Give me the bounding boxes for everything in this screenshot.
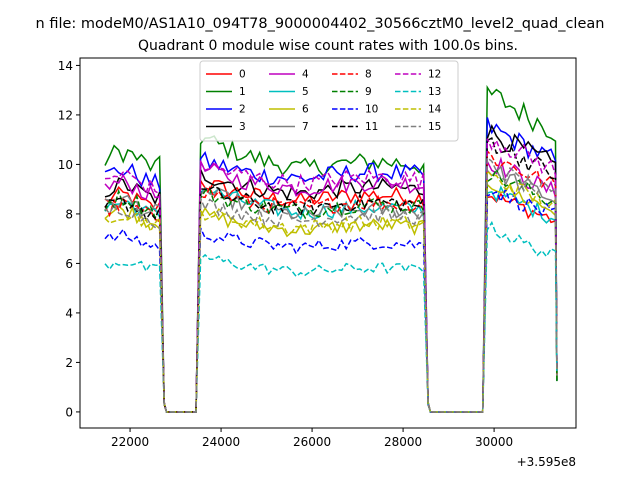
legend-label-8: 8: [365, 69, 372, 81]
y-tick-label: 2: [65, 356, 73, 370]
y-tick-label: 12: [58, 108, 73, 122]
y-tick-label: 14: [58, 59, 73, 73]
legend-label-4: 4: [302, 69, 309, 81]
legend-label-6: 6: [302, 104, 309, 116]
chart-title: Quadrant 0 module wise count rates with …: [138, 38, 518, 54]
legend-label-11: 11: [365, 121, 378, 133]
legend-label-12: 12: [428, 69, 441, 81]
y-tick-label: 6: [65, 257, 73, 271]
legend-label-15: 15: [428, 121, 441, 133]
legend-label-1: 1: [239, 86, 246, 98]
legend-label-7: 7: [302, 121, 309, 133]
legend-label-2: 2: [239, 104, 246, 116]
legend-label-0: 0: [239, 69, 246, 81]
series-lines: [104, 84, 558, 413]
x-tick-label: 24000: [202, 435, 240, 449]
figure-suptitle: n file: modeM0/AS1A10_094T78_9000004402_…: [36, 16, 605, 32]
legend-label-5: 5: [302, 86, 309, 98]
x-tick-label: 26000: [293, 435, 331, 449]
legend-label-13: 13: [428, 86, 441, 98]
plot-frame: [79, 57, 577, 429]
x-axis: 22000 24000 26000 28000 30000: [111, 428, 513, 449]
y-tick-label: 0: [65, 405, 73, 419]
y-axis: 0 2 4 6 8 10 12 14: [58, 59, 80, 419]
y-tick-label: 10: [58, 158, 73, 172]
y-tick-label: 8: [65, 207, 73, 221]
x-tick-label: 28000: [384, 435, 422, 449]
legend-box: [199, 60, 459, 142]
x-tick-label: 30000: [475, 435, 513, 449]
y-tick-label: 4: [65, 306, 73, 320]
series-line-15: [104, 156, 558, 413]
legend-label-10: 10: [365, 104, 378, 116]
legend-label-14: 14: [428, 104, 442, 116]
x-tick-label: 22000: [111, 435, 149, 449]
x-axis-offset-label: +3.595e8: [517, 455, 576, 469]
legend-label-9: 9: [365, 86, 372, 98]
legend-label-3: 3: [239, 121, 246, 133]
